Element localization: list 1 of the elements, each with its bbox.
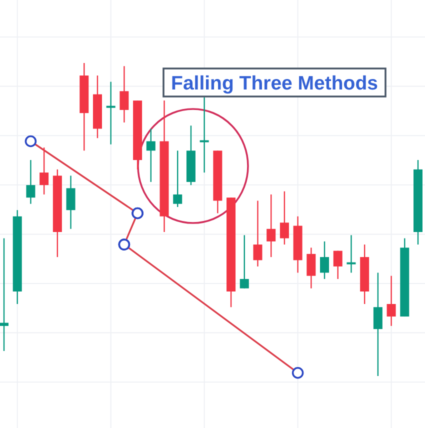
annotation: Falling Three Methods [171, 72, 378, 94]
